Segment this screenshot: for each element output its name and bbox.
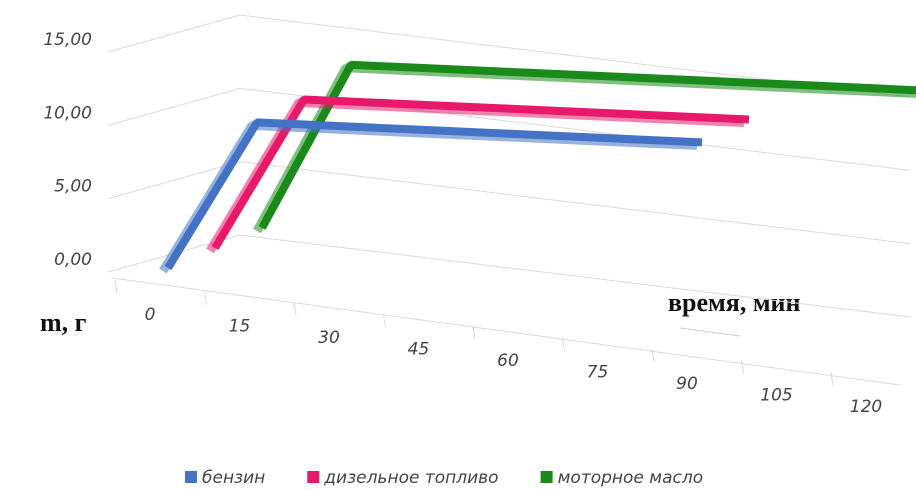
x-tick-label: 0 xyxy=(145,305,156,325)
x-axis-title: время, мин xyxy=(668,288,801,317)
y-axis-title: m, г xyxy=(40,308,87,337)
legend-label: моторное масло xyxy=(558,468,704,488)
x-tick xyxy=(114,279,118,294)
legend-swatch xyxy=(185,471,197,483)
x-tick-label: 90 xyxy=(676,374,698,394)
x-tick-label: 120 xyxy=(850,397,882,417)
y-tick-label: 10,00 xyxy=(43,103,92,123)
legend-label: дизельное топливо xyxy=(323,468,498,488)
x-tick xyxy=(741,360,744,374)
x-tick xyxy=(830,371,834,386)
legend-swatch xyxy=(307,471,320,483)
x-tick-label: 75 xyxy=(587,363,609,383)
y-tick-label: 5,00 xyxy=(54,177,92,197)
y-tick-label: 15,00 xyxy=(43,30,92,50)
x-tick xyxy=(383,314,386,328)
grid-line xyxy=(107,14,911,98)
y-tick-label: 0,00 xyxy=(54,250,92,270)
series-line xyxy=(211,95,750,251)
x-tick-label: 45 xyxy=(408,340,430,360)
title-underline xyxy=(679,327,741,337)
grid-line xyxy=(107,234,911,318)
series-shadow xyxy=(253,63,916,234)
x-axis-line xyxy=(111,277,901,386)
x-tick-label: 15 xyxy=(229,317,251,337)
x-tick-label: 30 xyxy=(318,328,340,348)
x-tick xyxy=(651,348,655,363)
legend-label: бензин xyxy=(202,468,265,488)
series-line xyxy=(164,118,703,271)
legend-swatch xyxy=(540,471,553,483)
x-tick xyxy=(472,325,476,340)
series-line xyxy=(258,60,916,230)
x-tick-label: 105 xyxy=(760,386,792,406)
x-tick-label: 60 xyxy=(497,351,519,371)
grid-line xyxy=(107,161,911,245)
x-tick xyxy=(204,291,207,305)
x-tick xyxy=(562,337,565,351)
x-tick xyxy=(293,302,297,317)
